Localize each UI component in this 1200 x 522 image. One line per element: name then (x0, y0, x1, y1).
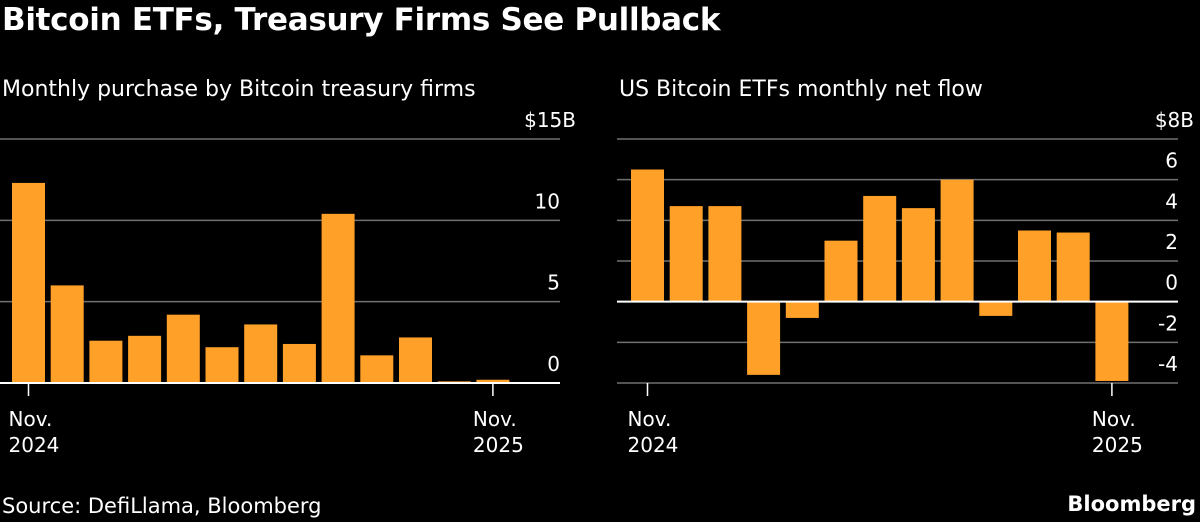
x-tick-label: Nov. (9, 407, 53, 431)
bar-nov-2025 (1095, 301, 1129, 381)
subplot-title: US Bitcoin ETFs monthly net flow (619, 77, 983, 102)
bar-jul-2025 (940, 179, 974, 302)
x-tick-label: Nov. (473, 407, 517, 431)
source-note: Source: DefiLlama, Bloomberg (2, 494, 322, 518)
y-tick-label: 10 (535, 189, 560, 213)
bar-apr-2025 (824, 240, 858, 302)
y-tick-label: $15B (524, 108, 576, 132)
bar-jan-2025 (89, 340, 123, 383)
x-tick-label: 2025 (1092, 433, 1143, 457)
x-tick-label: Nov. (1092, 407, 1136, 431)
x-tick-label: 2025 (473, 433, 524, 457)
bar-feb-2025 (747, 301, 781, 375)
y-tick-label: 2 (1165, 230, 1178, 254)
y-tick-label: 0 (547, 352, 560, 376)
y-tick-label: -4 (1158, 352, 1178, 376)
y-tick-label: -2 (1158, 311, 1178, 335)
bar-mar-2025 (166, 314, 200, 383)
bar-jun-2025 (901, 208, 935, 302)
x-tick-label: Nov. (628, 407, 672, 431)
y-tick-label: 4 (1165, 189, 1178, 213)
bar-oct-2025 (1056, 232, 1090, 302)
bar-apr-2025 (205, 347, 239, 383)
y-tick-label: 5 (547, 271, 560, 295)
bar-nov-2025 (476, 379, 510, 383)
y-tick-label: $8B (1155, 108, 1194, 132)
bar-aug-2025 (979, 301, 1013, 316)
bar-sep-2025 (399, 337, 432, 383)
y-tick-label: 6 (1165, 149, 1178, 173)
bar-aug-2025 (360, 355, 394, 383)
bar-nov-2024 (12, 182, 45, 383)
x-tick-label: 2024 (9, 433, 60, 457)
bar-feb-2025 (128, 335, 162, 383)
bar-sep-2025 (1018, 230, 1051, 302)
y-tick-label: 0 (1165, 271, 1178, 295)
bar-dec-2024 (50, 285, 84, 383)
bar-may-2025 (863, 195, 897, 302)
subplot-title: Monthly purchase by Bitcoin treasury fir… (2, 77, 476, 102)
bar-jul-2025 (321, 213, 355, 383)
bloomberg-logo: Bloomberg (1067, 492, 1196, 516)
chart-title: Bitcoin ETFs, Treasury Firms See Pullbac… (2, 2, 721, 38)
bar-jan-2025 (708, 206, 742, 302)
bar-dec-2024 (669, 206, 703, 302)
bar-mar-2025 (785, 301, 819, 318)
bar-nov-2024 (631, 169, 664, 302)
bar-jun-2025 (282, 343, 316, 383)
x-tick-label: 2024 (628, 433, 679, 457)
bar-may-2025 (244, 324, 278, 383)
